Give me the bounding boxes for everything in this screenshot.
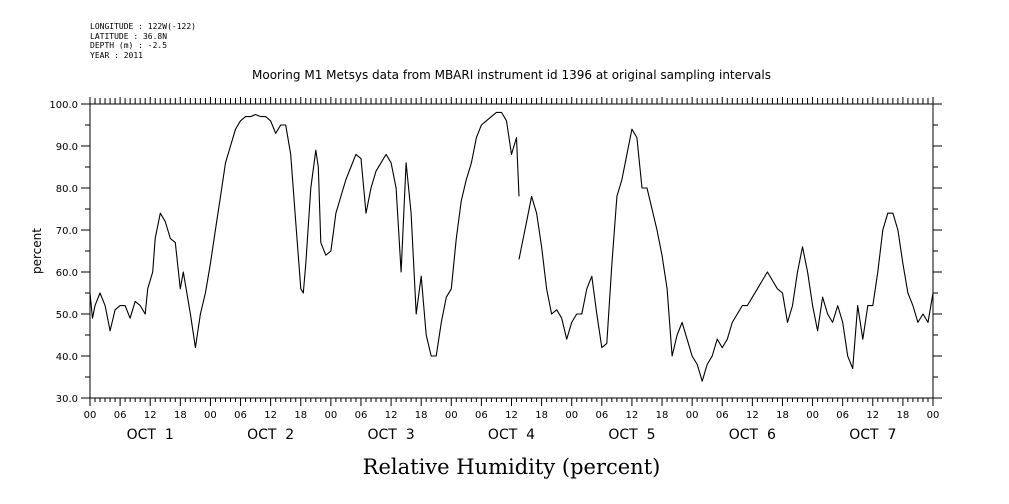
longitude-text: LONGITUDE : 122W(-122) (90, 22, 196, 31)
x-day-label: OCT 1 (127, 427, 174, 443)
y-tick-label: 60.0 (56, 268, 78, 279)
x-hour-label: 12 (264, 410, 277, 421)
x-hour-label: 18 (535, 410, 548, 421)
station-metadata: LONGITUDE : 122W(-122) LATITUDE : 36.8N … (90, 22, 196, 60)
x-hour-label: 00 (927, 410, 940, 421)
x-hour-label: 00 (806, 410, 819, 421)
y-tick-label: 90.0 (56, 142, 78, 153)
axis-labels: 30.0 40.0 50.0 60.0 70.0 80.0 90.0 100.0 00 06 12 1… (49, 100, 939, 443)
series-group (89, 111, 934, 382)
x-hour-label: 06 (716, 410, 729, 421)
chart-title: Mooring M1 Metsys data from MBARI instru… (252, 68, 771, 82)
x-day-label: OCT 4 (488, 427, 535, 443)
axis-ticks (81, 97, 942, 406)
y-tick-label: 30.0 (56, 394, 78, 405)
x-hour-label: 06 (595, 410, 608, 421)
x-hour-label: 00 (686, 410, 699, 421)
x-hour-label: 12 (746, 410, 759, 421)
y-tick-label: 40.0 (56, 352, 78, 363)
x-hour-label: 12 (144, 410, 157, 421)
y-tick-label: 100.0 (49, 100, 78, 111)
x-hour-label: 06 (114, 410, 127, 421)
x-hour-label: 18 (415, 410, 428, 421)
x-hour-label: 18 (294, 410, 307, 421)
x-hour-label: 12 (866, 410, 879, 421)
x-day-label: OCT 3 (367, 427, 414, 443)
x-hour-label: 18 (776, 410, 789, 421)
series-line (518, 128, 934, 382)
latitude-text: LATITUDE : 36.8N (90, 31, 168, 41)
x-hour-label: 00 (565, 410, 578, 421)
x-hour-label: 00 (204, 410, 217, 421)
x-hour-label: 06 (836, 410, 849, 421)
y-tick-label: 80.0 (56, 184, 78, 195)
x-day-label: OCT 7 (849, 427, 896, 443)
x-hour-label: 00 (84, 410, 97, 421)
x-day-label: OCT 5 (608, 427, 655, 443)
year-text: YEAR : 2011 (90, 50, 143, 60)
x-day-label: OCT 2 (247, 427, 294, 443)
x-hour-label: 00 (324, 410, 337, 421)
x-hour-label: 12 (505, 410, 518, 421)
x-hour-label: 18 (656, 410, 669, 421)
x-hour-label: 00 (445, 410, 458, 421)
x-hour-label: 06 (475, 410, 488, 421)
x-axis-label: Relative Humidity (percent) (362, 455, 661, 479)
y-tick-label: 50.0 (56, 310, 78, 321)
y-axis-label: percent (30, 228, 44, 274)
x-day-label: OCT 6 (729, 427, 776, 443)
plot-frame (89, 103, 934, 399)
x-hour-label: 06 (355, 410, 368, 421)
x-hour-label: 06 (234, 410, 247, 421)
x-hour-label: 12 (626, 410, 639, 421)
depth-text: DEPTH (m) : -2.5 (90, 41, 168, 50)
y-tick-label: 70.0 (56, 226, 78, 237)
x-hour-label: 18 (174, 410, 187, 421)
series-line (89, 111, 520, 357)
x-hour-label: 18 (897, 410, 910, 421)
x-hour-label: 12 (385, 410, 398, 421)
